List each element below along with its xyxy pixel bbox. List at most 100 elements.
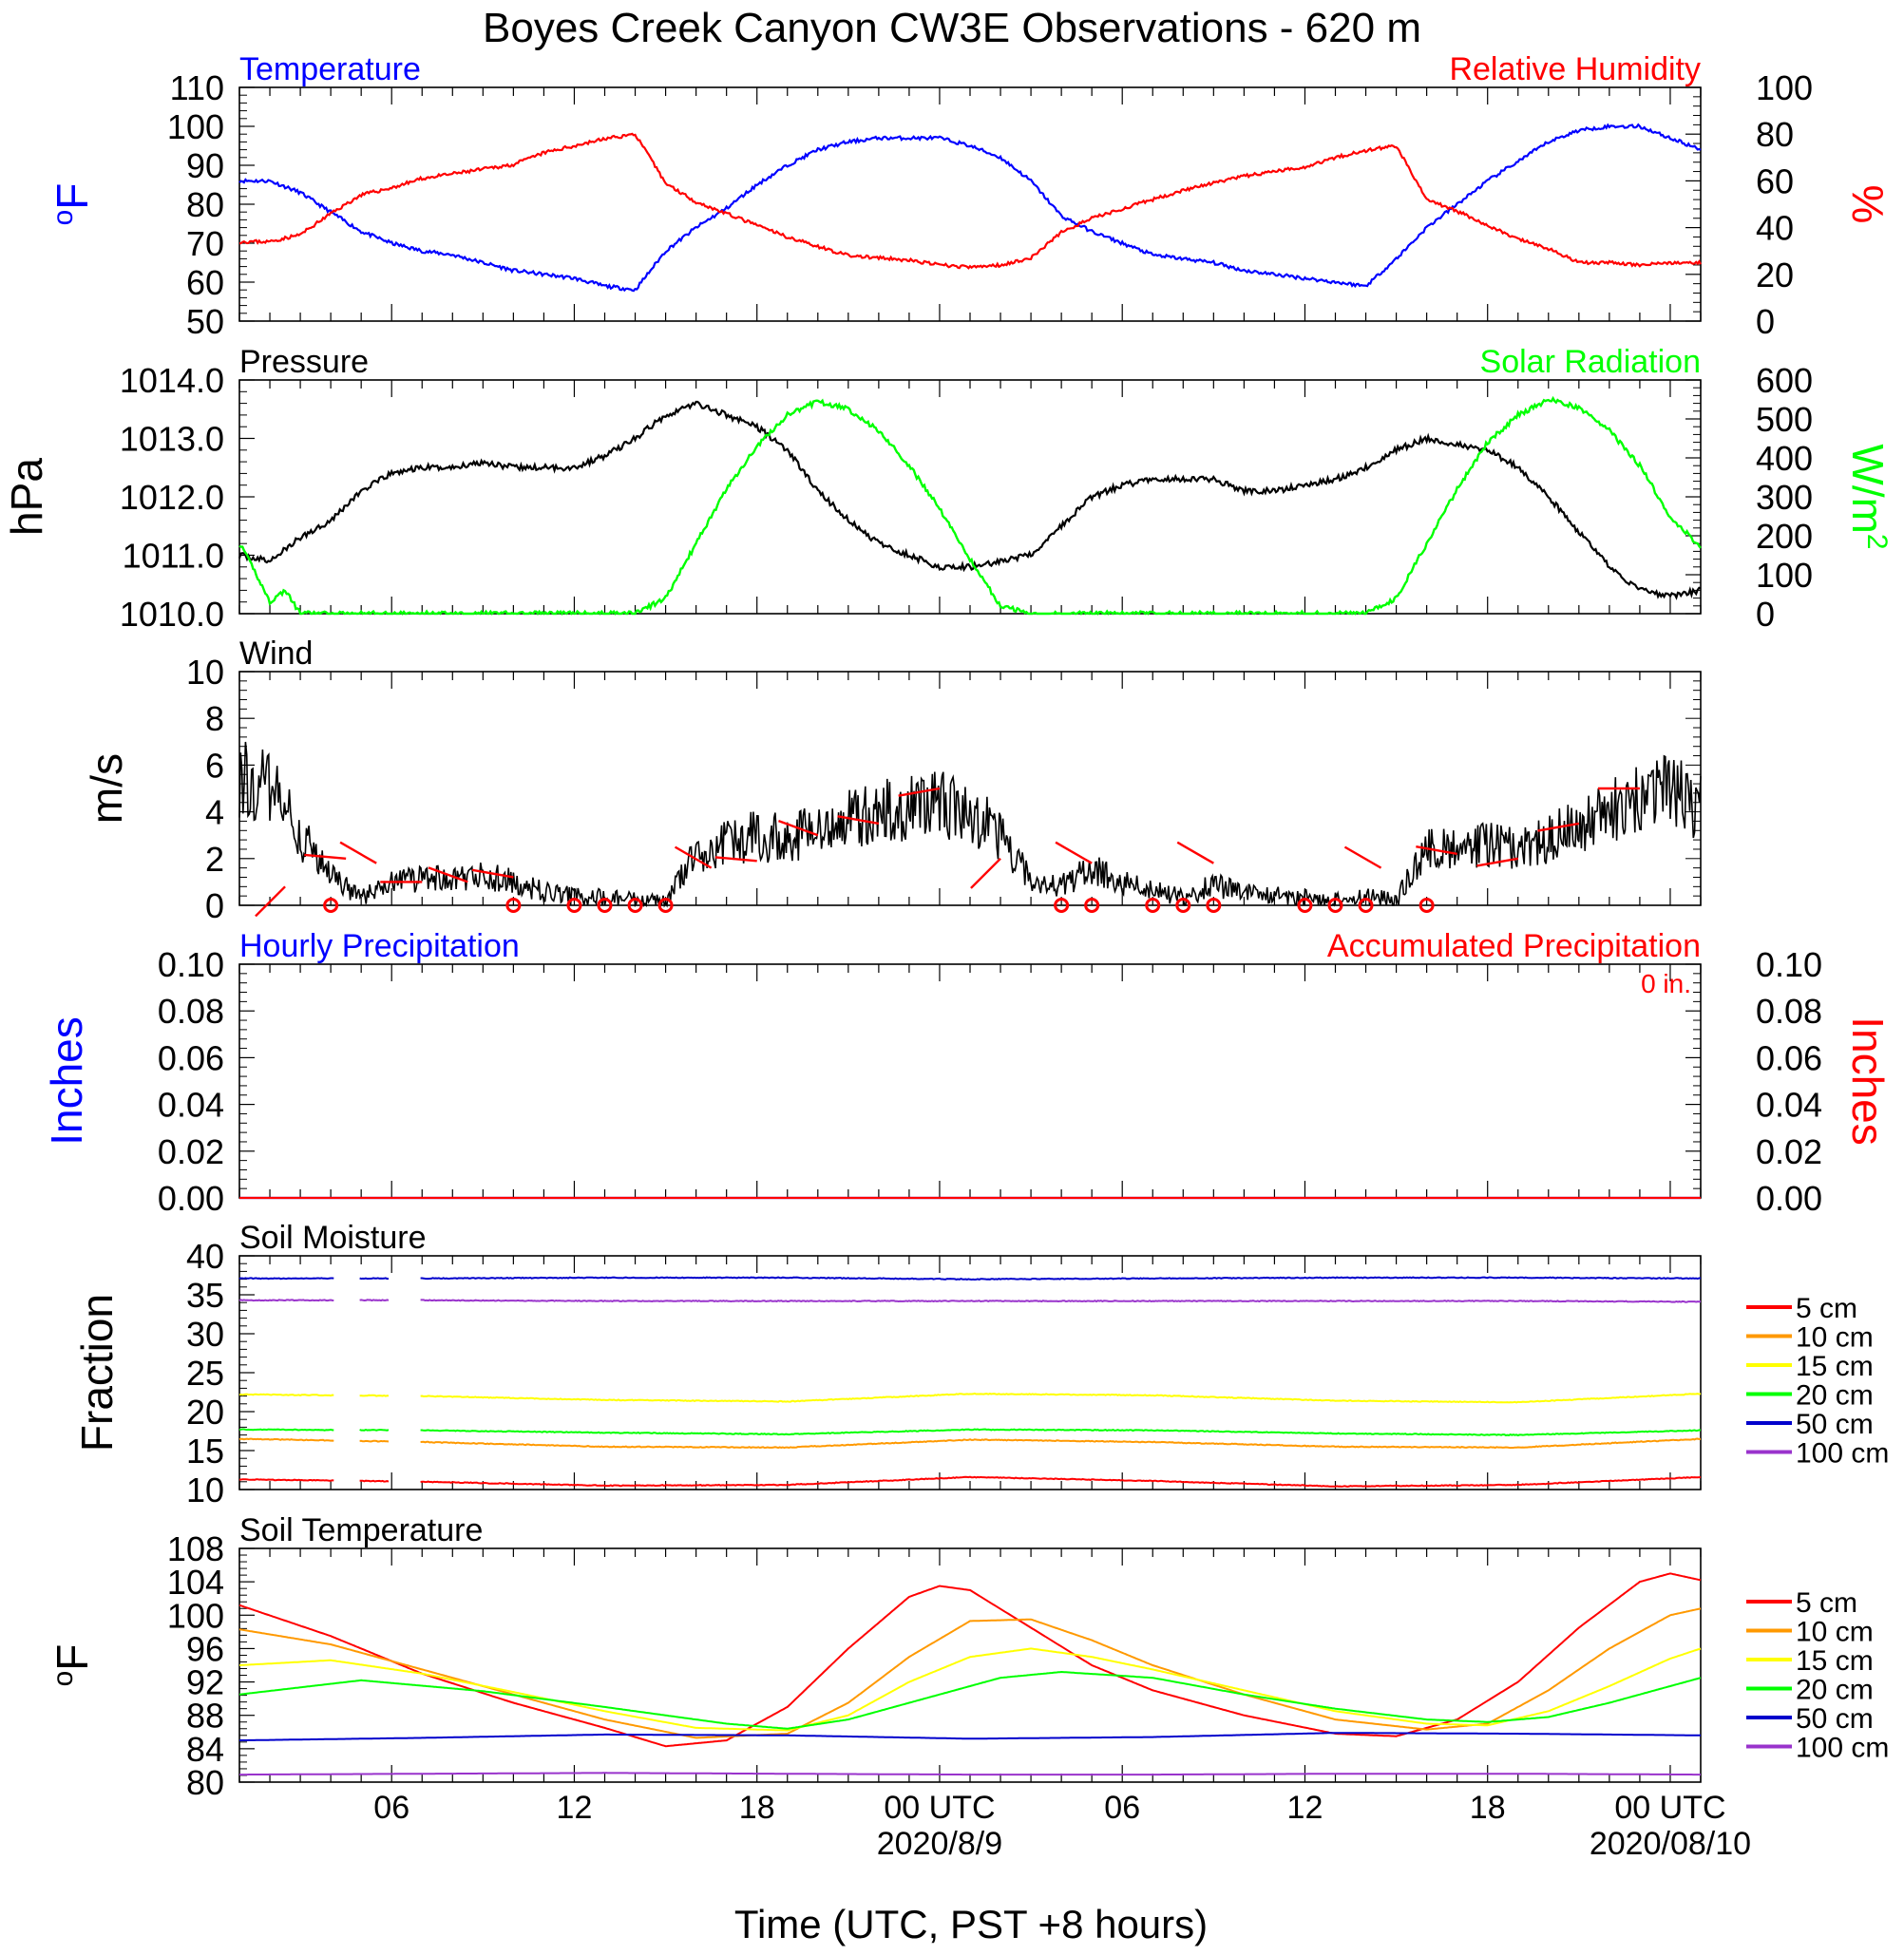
soil_temperature-left-tick-label: 96 — [186, 1629, 224, 1668]
soil_temperature-left-tick-label: 80 — [186, 1763, 224, 1802]
temp_rh-left-tick-label: 60 — [186, 263, 224, 302]
precip-right-tick-label: 0.10 — [1756, 945, 1822, 984]
calm-marker — [505, 898, 522, 913]
pressure_solar-right-tick-label: 600 — [1756, 361, 1813, 400]
hourly-precip-title: Hourly Precipitation — [239, 928, 520, 964]
figure-title: Boyes Creek Canyon CW3E Observations - 6… — [483, 5, 1421, 51]
calm-marker — [1054, 898, 1070, 913]
soil_moisture-series-20-cm — [238, 1428, 1702, 1437]
soil_temperature-legend-label: 10 cm — [1796, 1617, 1874, 1648]
soil_temperature-legend-label: 15 cm — [1796, 1645, 1874, 1677]
temp_rh-frame — [238, 86, 1702, 322]
wind-barb — [1537, 822, 1580, 832]
wind-barb — [1476, 857, 1518, 867]
soil_temperature-legend-label: 50 cm — [1796, 1703, 1874, 1735]
soil_moisture-left-tick-label: 15 — [186, 1432, 224, 1471]
soil_moisture-series-10-cm — [238, 1437, 1702, 1450]
pressure_solar-left-tick-label: 1014.0 — [120, 361, 224, 400]
calm-marker — [657, 898, 674, 913]
soil_temperature-series-5-cm — [238, 1572, 1702, 1748]
soil_moisture-legend-label: 100 cm — [1796, 1438, 1889, 1470]
wind-barb — [1176, 841, 1214, 864]
calm-marker — [1084, 898, 1100, 913]
soil_temperature-series-10-cm — [238, 1607, 1702, 1739]
time-tick-label: 18 — [1470, 1790, 1506, 1826]
humidity-unit-label: % — [1843, 185, 1893, 224]
calm-marker — [1145, 898, 1161, 913]
calm-marker — [1206, 898, 1222, 913]
time-tick-label: 12 — [1287, 1790, 1323, 1826]
x-axis-label: Time (UTC, PST +8 hours) — [734, 1902, 1208, 1946]
wind-unit-label: m/s — [82, 753, 131, 824]
calm-marker — [1175, 898, 1191, 913]
accumulated-precip-unit-label: Inches — [1843, 1016, 1893, 1146]
time-tick-label: 00 UTC — [1614, 1790, 1725, 1826]
date-label: 2020/8/9 — [877, 1826, 1002, 1862]
temp_rh-left-tick-label: 110 — [170, 68, 224, 107]
precip-right-tick-label: 0.06 — [1756, 1038, 1822, 1077]
precip-right-tick-label: 0.08 — [1756, 992, 1822, 1031]
time-tick-label: 06 — [373, 1790, 409, 1826]
humidity-line — [238, 132, 1702, 270]
pressure_solar-right-tick-label: 500 — [1756, 400, 1813, 439]
temperature-unit-label: oF — [48, 183, 97, 226]
wind-barb — [471, 868, 514, 879]
precip-frame — [238, 963, 1702, 1199]
pressure-line — [238, 400, 1702, 600]
calm-marker — [1327, 898, 1343, 913]
wind-barb — [255, 885, 286, 918]
precip-right-tick-label: 0.04 — [1756, 1086, 1822, 1125]
calm-marker — [1297, 898, 1313, 913]
soil_moisture-series-15-cm — [238, 1392, 1702, 1404]
soil_temperature-legend-label: 20 cm — [1796, 1675, 1874, 1706]
temp_rh-left-tick-label: 70 — [186, 224, 224, 263]
pressure_solar-left-tick-label: 1011.0 — [123, 537, 224, 576]
wind-barb — [304, 853, 347, 860]
soil_temperature-series-100-cm — [239, 1772, 1701, 1776]
soil_temperature-legend-label: 5 cm — [1796, 1587, 1857, 1619]
wind-barb — [970, 857, 1001, 889]
soil_moisture-frame — [238, 1255, 1702, 1490]
wind-title: Wind — [239, 636, 313, 672]
accumulated-precip-title: Accumulated Precipitation — [1327, 928, 1701, 964]
calm-marker — [323, 898, 339, 913]
pressure_solar-left-tick-label: 1012.0 — [120, 478, 224, 517]
wind-barb — [1416, 845, 1457, 856]
solar-line — [238, 395, 1702, 617]
soil_temperature-series-15-cm — [238, 1647, 1702, 1732]
wind-left-tick-label: 0 — [205, 886, 224, 925]
pressure_solar-frame — [238, 379, 1702, 615]
pressure_solar-right-tick-label: 400 — [1756, 439, 1813, 478]
pressure-unit-label: hPa — [2, 458, 51, 536]
temp_rh-right-tick-label: 60 — [1756, 161, 1794, 200]
soil_moisture-left-tick-label: 30 — [186, 1315, 224, 1354]
temp_rh-right-tick-label: 40 — [1756, 209, 1794, 248]
wind-left-tick-label: 8 — [205, 699, 224, 738]
hourly-precip-unit-label: Inches — [42, 1016, 91, 1146]
soil_temperature-left-tick-label: 100 — [167, 1596, 224, 1635]
wind-left-tick-label: 4 — [205, 793, 224, 832]
soil_temperature-unit-label: oF — [48, 1644, 97, 1687]
soil_moisture-legend-label: 50 cm — [1796, 1409, 1874, 1440]
soil_moisture-left-tick-label: 20 — [186, 1393, 224, 1432]
calm-marker — [627, 898, 643, 913]
soil_moisture-left-tick-label: 40 — [186, 1237, 224, 1276]
temp_rh-left-tick-label: 80 — [186, 185, 224, 224]
date-label: 2020/08/10 — [1590, 1826, 1751, 1862]
time-tick-label: 12 — [557, 1790, 593, 1826]
soil_moisture-legend-label: 10 cm — [1796, 1322, 1874, 1354]
temp_rh-left-tick-label: 90 — [186, 146, 224, 185]
wind-barb — [714, 856, 757, 863]
time-tick-label: 06 — [1104, 1790, 1140, 1826]
solar-title: Solar Radiation — [1480, 344, 1701, 380]
calm-marker — [1418, 898, 1435, 913]
soil_moisture-legend-label: 15 cm — [1796, 1351, 1874, 1382]
pressure_solar-right-tick-label: 300 — [1756, 478, 1813, 517]
pressure_solar-left-tick-label: 1010.0 — [120, 595, 224, 634]
soil_temperature-legend-label: 100 cm — [1796, 1733, 1889, 1764]
soil_moisture-left-tick-label: 10 — [186, 1471, 224, 1509]
soil_moisture-left-tick-label: 35 — [186, 1276, 224, 1315]
accumulated-total-label: 0 in. — [1641, 969, 1691, 998]
